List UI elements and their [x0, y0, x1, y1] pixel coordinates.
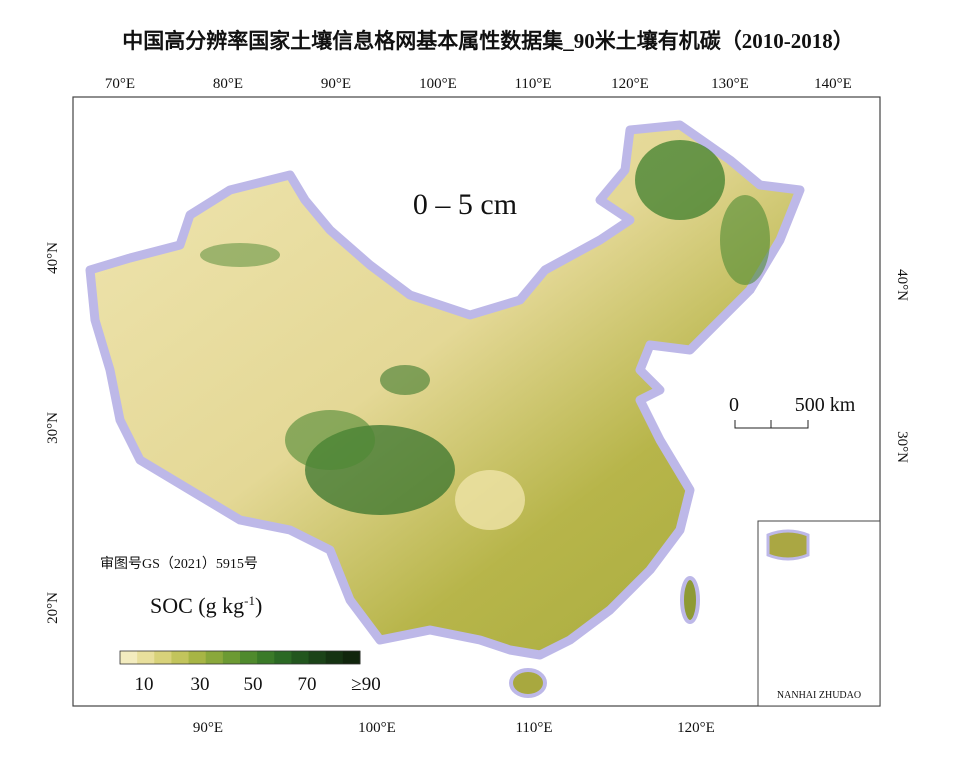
lon-label: 110°E	[515, 720, 552, 736]
scale-bar: 0 500 km	[729, 394, 856, 429]
title: 中国高分辨率国家土壤信息格网基本属性数据集_90米土壤有机碳（2010-2018…	[122, 29, 854, 53]
colorbar-swatch	[205, 651, 224, 664]
colorbar-swatch	[137, 651, 155, 664]
lon-label: 130°E	[711, 76, 749, 92]
lon-label: 90°E	[193, 720, 223, 736]
colorbar-tick-label: 50	[244, 674, 263, 695]
legend-title-main: SOC (g kg	[150, 593, 244, 618]
colorbar-swatch	[291, 651, 310, 664]
colorbar-swatch	[308, 651, 327, 664]
forest-region	[200, 243, 280, 267]
lon-label: 120°E	[611, 76, 649, 92]
colorbar: 10 30 50 70 ≥90	[119, 650, 381, 695]
lon-label: 80°E	[213, 76, 243, 92]
graticule-labels: 70°E 80°E 90°E 100°E 110°E 120°E 130°E 140°E 90°…	[45, 76, 910, 736]
scale-line	[734, 420, 809, 429]
lat-label: 30°N	[894, 431, 910, 463]
lon-label: 70°E	[105, 76, 135, 92]
colorbar-swatch	[240, 651, 258, 664]
lon-label: 100°E	[358, 720, 396, 736]
lat-label: 40°N	[894, 269, 910, 301]
colorbar-swatch	[154, 651, 172, 664]
colorbar-swatch	[274, 651, 292, 664]
legend-title-close: )	[255, 593, 262, 618]
approval-number: 审图号GS（2021）5915号	[100, 556, 258, 572]
inset-coast	[766, 529, 810, 561]
colorbar-swatch	[325, 651, 344, 664]
inset: NANHAI ZHUDAO	[757, 520, 881, 707]
scale-start: 0	[729, 394, 739, 416]
basin-region	[455, 470, 525, 530]
forest-region	[285, 410, 375, 470]
lon-label: 90°E	[321, 76, 351, 92]
inset-label: NANHAI ZHUDAO	[777, 690, 861, 701]
forest-region	[380, 365, 430, 395]
colorbar-swatch	[342, 651, 361, 664]
colorbar-swatch	[257, 651, 275, 664]
map-frame	[72, 96, 881, 707]
colorbar-swatch	[120, 651, 138, 664]
lat-label: 30°N	[45, 412, 61, 444]
colorbar-border	[119, 650, 361, 665]
colorbar-tick-label: 30	[191, 674, 210, 695]
legend-title-exp: -1	[244, 593, 255, 608]
lon-label: 120°E	[677, 720, 715, 736]
lon-label: 110°E	[514, 76, 551, 92]
colorbar-tick-label: 10	[135, 674, 154, 695]
colorbar-swatch	[188, 651, 207, 664]
hainan	[509, 668, 547, 698]
colorbar-tick-label: 70	[298, 674, 317, 695]
lat-label: 40°N	[45, 242, 61, 274]
lon-label: 100°E	[419, 76, 457, 92]
china-map	[85, 120, 805, 698]
legend-title: SOC (g kg-1)	[150, 593, 262, 618]
lat-label: 20°N	[45, 592, 61, 624]
colorbar-swatch	[222, 651, 241, 664]
lon-label: 140°E	[814, 76, 852, 92]
forest-region	[635, 140, 725, 220]
colorbar-tick-label: ≥90	[351, 674, 380, 695]
depth-label: 0 – 5 cm	[413, 188, 517, 221]
colorbar-swatch	[171, 651, 190, 664]
taiwan	[680, 576, 700, 624]
scale-end: 500 km	[795, 394, 856, 416]
forest-region	[720, 195, 770, 285]
